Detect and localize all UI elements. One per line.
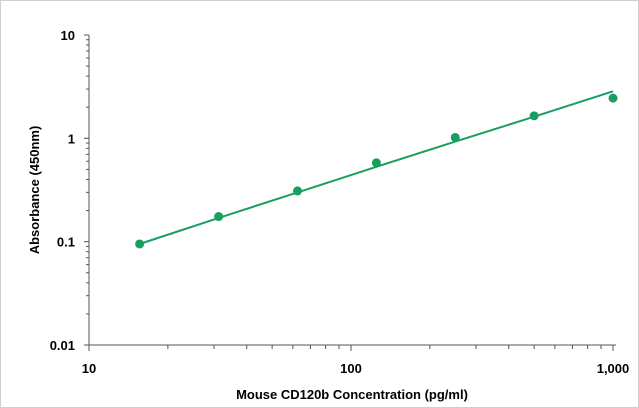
x-axis-title: Mouse CD120b Concentration (pg/ml) bbox=[236, 387, 468, 402]
data-point bbox=[214, 212, 224, 222]
x-tick-label: 10 bbox=[82, 361, 96, 376]
data-point bbox=[529, 111, 539, 121]
x-tick-label: 1,000 bbox=[597, 361, 630, 376]
y-axis-title: Absorbance (450nm) bbox=[27, 126, 42, 255]
y-tick-label: 1 bbox=[68, 131, 75, 146]
x-tick-label: 100 bbox=[340, 361, 362, 376]
y-tick-label: 10 bbox=[61, 28, 75, 43]
data-point bbox=[135, 239, 145, 249]
y-tick-label: 0.1 bbox=[57, 235, 75, 250]
ticks: 10 1 0.1 0.01 10 100 1,000 bbox=[50, 28, 630, 376]
axes bbox=[88, 35, 616, 346]
data-point bbox=[293, 186, 303, 196]
fit-curve bbox=[139, 90, 614, 245]
y-tick-label: 0.01 bbox=[50, 338, 75, 353]
data-point bbox=[450, 132, 460, 142]
fit-line-layer bbox=[139, 90, 614, 245]
data-point bbox=[371, 158, 381, 168]
data-points-layer bbox=[135, 93, 618, 249]
data-point bbox=[608, 93, 618, 103]
